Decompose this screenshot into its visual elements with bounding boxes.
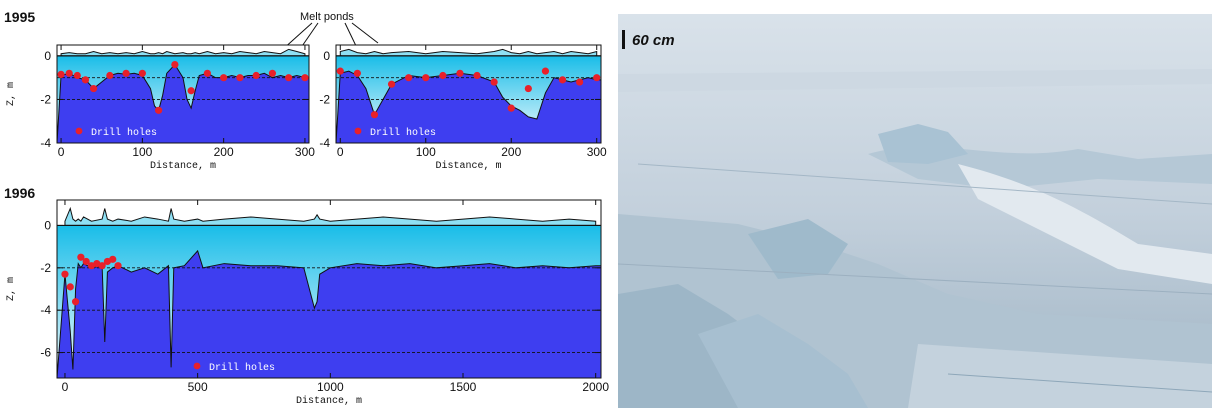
drill-hole-point <box>353 69 361 77</box>
legend-marker <box>75 127 83 135</box>
drill-hole-point <box>57 70 65 78</box>
drill-hole-point <box>122 69 130 77</box>
y-tick-label: -2 <box>319 92 330 106</box>
drill-hole-point <box>301 74 309 82</box>
figure-charts: 1995 1996 Melt ponds 0 100 200 300 0 -2 -4 Dist… <box>4 9 609 407</box>
chart-1995-right: 0 100 200 300 0 -2 -4 Distance, m Drill holes <box>319 44 607 172</box>
drill-hole-point <box>236 74 244 82</box>
y-tick-label: 0 <box>44 49 51 63</box>
plot-area <box>336 45 601 143</box>
x-tick-label: 300 <box>587 145 607 159</box>
sea-ice-photo: 60 cm <box>618 14 1212 408</box>
drill-hole-point <box>422 74 430 82</box>
drill-hole-point <box>61 270 69 278</box>
y-tick-label: -2 <box>40 92 51 106</box>
drill-hole-point <box>138 69 146 77</box>
y-axis-label: Z, m <box>6 82 17 106</box>
ice-rubble-image <box>618 14 1212 408</box>
drill-hole-point <box>387 80 396 88</box>
x-tick-label: 300 <box>295 145 315 159</box>
plot-frame <box>56 44 310 144</box>
melt-ponds-label: Melt ponds <box>300 11 354 23</box>
drill-hole-point <box>73 71 81 80</box>
drill-hole-point <box>203 69 211 77</box>
chart-1995-left: 0 100 200 300 0 -2 -4 Distance, m Z, m Drill hole… <box>6 44 315 172</box>
drill-hole-point <box>336 67 344 75</box>
legend-marker <box>354 127 362 135</box>
photo-scale-label: 60 cm <box>632 32 675 49</box>
y-tick-label: 0 <box>323 49 330 63</box>
drill-hole-point <box>439 71 447 80</box>
x-axis-label: Distance, m <box>435 160 501 172</box>
x-axis-label: Distance, m <box>296 395 362 407</box>
y-tick-label: 0 <box>44 218 51 232</box>
drill-hole-point <box>82 257 90 266</box>
drill-hole-point <box>187 87 195 95</box>
drill-hole-point <box>106 71 114 80</box>
ice-surface-series <box>64 206 597 226</box>
drill-hole-point <box>114 262 122 270</box>
ice-bottom-series <box>336 70 601 143</box>
drill-hole-point <box>558 76 567 84</box>
y-tick-label: -6 <box>40 346 51 360</box>
x-tick-label: 100 <box>416 145 436 159</box>
y-tick-label: -2 <box>40 261 51 275</box>
drill-hole-point <box>456 69 464 77</box>
y-axis-label: Z, m <box>6 277 17 301</box>
x-tick-label: 1000 <box>317 380 344 394</box>
chart-1996: 0 500 1000 1500 2000 0 -2 -4 -6 Distance, m Z, m Dr… <box>6 199 609 407</box>
x-tick-label: 0 <box>62 380 69 394</box>
ice-surface-series <box>339 48 598 57</box>
ice-surface-series <box>60 48 306 57</box>
x-tick-label: 1500 <box>450 380 477 394</box>
legend-marker <box>193 362 201 370</box>
drill-hole-point <box>71 298 80 306</box>
drill-hole-point <box>77 253 85 261</box>
drill-hole-point <box>541 67 550 75</box>
x-tick-label: 0 <box>337 145 344 159</box>
drill-hole-point <box>252 71 260 80</box>
x-tick-label: 200 <box>214 145 234 159</box>
y-tick-label: -4 <box>40 136 51 150</box>
x-tick-label: 200 <box>501 145 521 159</box>
y-tick-label: -4 <box>40 303 51 317</box>
drill-hole-point <box>220 74 228 82</box>
drill-hole-point <box>405 74 413 82</box>
drill-hole-point <box>109 255 117 263</box>
x-tick-label: 0 <box>58 145 65 159</box>
x-tick-label: 500 <box>188 380 208 394</box>
drill-hole-point <box>576 78 584 86</box>
x-tick-label: 100 <box>132 145 152 159</box>
year-label-1995: 1995 <box>4 9 35 25</box>
y-tick-label: -4 <box>319 136 330 150</box>
drill-hole-point <box>89 84 98 93</box>
x-tick-label: 2000 <box>582 380 609 394</box>
drill-hole-point <box>473 71 481 80</box>
legend-label: Drill holes <box>209 362 275 374</box>
plot-frame <box>335 44 602 144</box>
drill-hole-point <box>65 69 73 77</box>
year-label-1996: 1996 <box>4 185 35 201</box>
x-axis-label: Distance, m <box>150 160 216 172</box>
drill-hole-point <box>155 106 163 114</box>
drill-hole-point <box>81 76 90 84</box>
drill-hole-point <box>268 69 277 77</box>
plot-frame <box>56 199 602 379</box>
drill-hole-point <box>171 61 179 69</box>
drill-hole-point <box>490 78 498 86</box>
drill-hole-point <box>370 111 379 119</box>
legend-label: Drill holes <box>91 127 157 139</box>
plot-area <box>57 45 309 143</box>
drill-hole-point <box>66 283 74 291</box>
legend-label: Drill holes <box>370 127 436 139</box>
plot-area <box>57 200 601 378</box>
drill-hole-point <box>98 262 106 270</box>
drill-hole-point <box>507 104 515 112</box>
ice-bottom-series <box>57 249 601 378</box>
drill-hole-point <box>593 74 601 82</box>
scale-bar <box>622 30 625 49</box>
drill-hole-point <box>285 74 293 82</box>
drill-hole-point <box>524 84 532 93</box>
